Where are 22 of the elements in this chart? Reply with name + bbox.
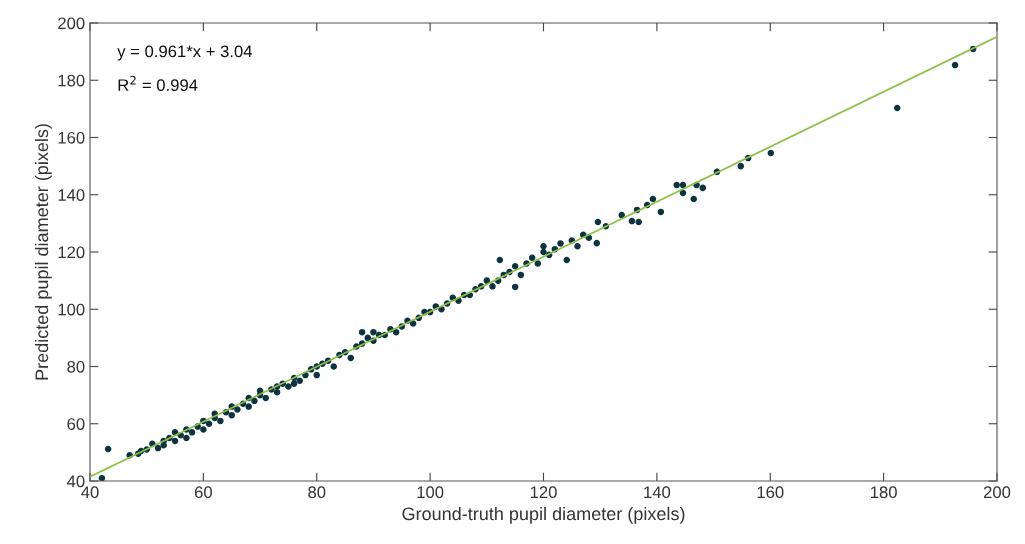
y-tick-label: 60 [67, 418, 85, 430]
x-tick-label: 140 [644, 486, 671, 499]
y-tick-label: 200 [58, 17, 85, 30]
y-axis-title: Predicted pupil diameter (pixels) [34, 124, 52, 380]
y-tick-label: 180 [58, 74, 85, 87]
x-tick-label: 200 [983, 486, 1011, 499]
annotation: y = 0.961*x + 3.04 [117, 45, 253, 61]
x-axis-title: Ground-truth pupil diameter (pixels) [402, 506, 685, 524]
y-tick-label: 140 [58, 189, 85, 201]
x-tick-label: 100 [417, 486, 444, 499]
y-tick-label: 80 [67, 360, 85, 373]
x-tick-label: 80 [308, 486, 326, 499]
y-tick-label: 100 [58, 303, 85, 316]
y-tick-label: 40 [66, 475, 85, 488]
y-tick-label: 160 [58, 131, 85, 144]
x-tick-label: 160 [757, 486, 784, 499]
x-tick-label: 180 [870, 486, 897, 499]
x-tick-label: 60 [194, 486, 212, 499]
annotation: R$^{2}$ = 0.994 [118, 75, 198, 92]
x-tick-label: 120 [530, 486, 557, 499]
x-tick-label: 40 [81, 486, 99, 499]
y-tick-label: 120 [58, 246, 85, 259]
